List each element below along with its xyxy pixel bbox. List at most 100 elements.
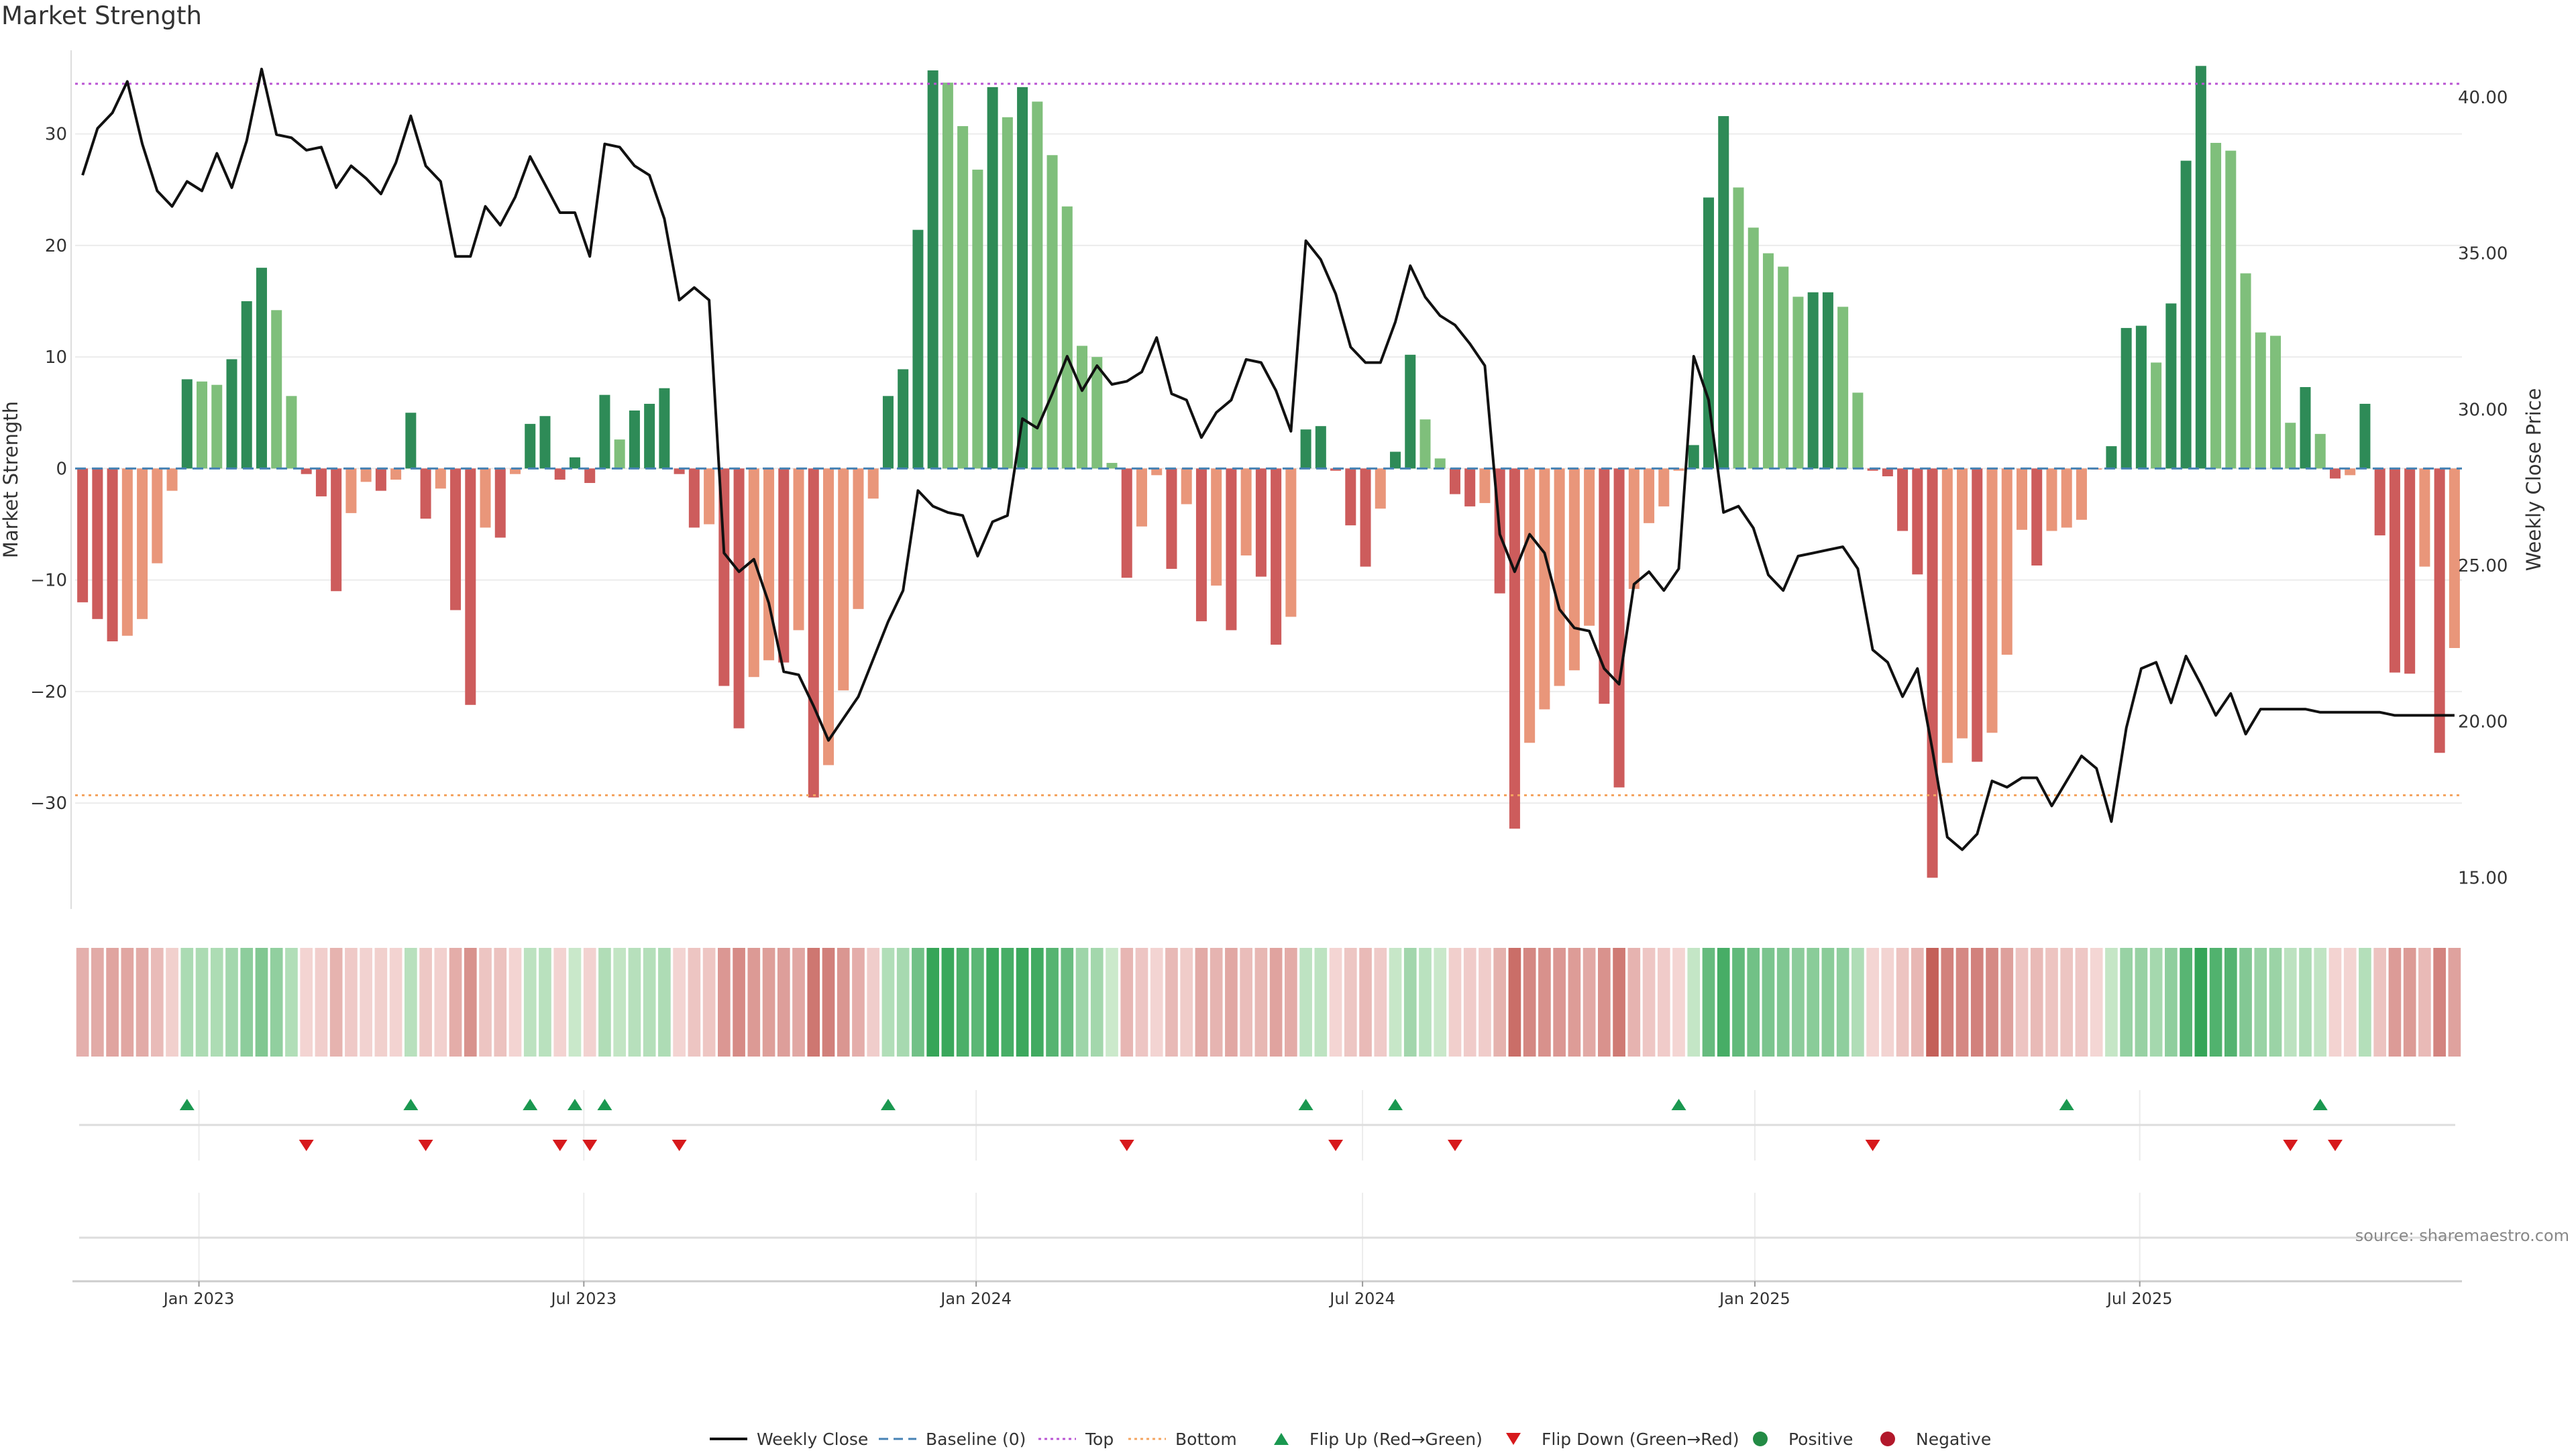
flip-down-marker <box>582 1140 598 1151</box>
flip-up-marker <box>1388 1099 1403 1110</box>
x-tick-label: Jan 2025 <box>1718 1289 1790 1308</box>
strength-bar <box>1375 468 1386 509</box>
flip-up-marker <box>179 1099 195 1110</box>
strength-strip-cell <box>1061 948 1074 1057</box>
strength-bar <box>345 468 357 513</box>
strength-bar <box>853 468 864 609</box>
strength-strip-cell <box>240 948 254 1057</box>
strength-bar <box>987 87 998 469</box>
strength-strip-cell <box>1687 948 1701 1057</box>
strength-bar <box>972 169 983 469</box>
strength-bar <box>435 468 446 489</box>
y-tick-label: 30 <box>45 125 67 145</box>
strength-strip-cell <box>852 948 865 1057</box>
strength-strip-cell <box>1523 948 1536 1057</box>
strength-bar <box>599 394 610 469</box>
strength-strip-cell <box>121 948 134 1057</box>
strength-bar <box>1852 392 1864 469</box>
strength-strip-cell <box>2239 948 2252 1057</box>
strength-bar <box>2255 332 2266 469</box>
strength-bar <box>1807 292 1819 469</box>
strength-strip-cell <box>1180 948 1193 1057</box>
strength-bar <box>2031 468 2043 566</box>
strength-bar <box>77 468 89 602</box>
strength-strip-cell <box>2149 948 2163 1057</box>
strength-bar <box>1897 468 1909 531</box>
strength-strip-cell <box>1627 948 1641 1057</box>
strength-bar <box>629 410 640 469</box>
strength-strip-cell <box>1538 948 1551 1057</box>
y-tick-label: 0 <box>56 459 67 479</box>
strength-strip-cell <box>1240 948 1252 1057</box>
strength-strip-cell <box>464 948 477 1057</box>
strength-strip-cell <box>1986 948 1998 1057</box>
strength-bar <box>450 468 462 610</box>
y-tick-label: 20 <box>45 236 67 256</box>
weekly-close-line <box>81 67 2455 851</box>
strength-strip-cell <box>1374 948 1387 1057</box>
strength-strip-cell <box>1046 948 1059 1057</box>
strength-strip-cell <box>508 948 522 1057</box>
legend-label: Flip Up (Red→Green) <box>1309 1429 1483 1449</box>
strength-strip-cell <box>1881 948 1894 1057</box>
strength-strip-cell <box>2030 948 2043 1057</box>
strength-bar <box>793 468 804 631</box>
strength-strip-cell <box>2388 948 2402 1057</box>
strength-strip-cell <box>777 948 790 1057</box>
strength-strip-cell <box>1389 948 1402 1057</box>
legend-item: Flip Down (Green→Red) <box>1493 1428 1739 1450</box>
strength-bar <box>554 468 566 480</box>
strength-strip-cell <box>2299 948 2312 1057</box>
flip-up-marker <box>2059 1099 2074 1110</box>
strength-bar <box>644 403 655 469</box>
strength-bar <box>1360 468 1371 567</box>
strength-strip-cell <box>822 948 835 1057</box>
strength-strip-cell <box>2269 948 2282 1057</box>
strength-bar <box>1554 468 1565 686</box>
strength-bar <box>1195 468 1207 622</box>
strength-bar <box>1479 468 1491 503</box>
strength-strip-cell <box>434 948 447 1057</box>
flip-up-marker <box>1298 1099 1313 1110</box>
strength-bar <box>763 468 775 661</box>
strength-bar <box>569 457 580 469</box>
strength-strip-cell <box>76 948 89 1057</box>
strength-bar <box>704 468 715 525</box>
strength-strip-cell <box>2328 948 2342 1057</box>
strength-bar <box>211 384 223 469</box>
strength-bar <box>465 468 476 705</box>
strength-strip-cell <box>1090 948 1104 1057</box>
strength-bar <box>1181 468 1192 504</box>
strength-bar <box>1912 468 1923 575</box>
strength-bar <box>1449 468 1460 494</box>
flip-up-marker <box>880 1099 896 1110</box>
strength-strip-cell <box>300 948 313 1057</box>
strength-strip-cell <box>926 948 939 1057</box>
strength-bar <box>405 413 417 469</box>
strength-bar <box>838 468 849 691</box>
strength-bar <box>2046 468 2057 531</box>
strength-bar <box>1464 468 1476 506</box>
strength-strip-cell <box>553 948 567 1057</box>
strength-strip-cell <box>449 948 462 1057</box>
strength-bar <box>197 381 208 469</box>
strength-bar <box>1957 468 1968 739</box>
strength-strip-cell <box>1836 948 1849 1057</box>
strength-bar <box>166 468 178 491</box>
strength-bar <box>1882 468 1893 477</box>
strength-bar <box>1077 345 1088 469</box>
strength-strip-cell <box>673 948 686 1057</box>
strength-bar <box>2449 468 2460 649</box>
strength-strip-cell <box>2000 948 2014 1057</box>
strength-strip-cell <box>329 948 343 1057</box>
legend-dash-icon <box>879 1438 916 1440</box>
strength-strip-cell <box>1807 948 1820 1057</box>
strength-bar <box>1718 116 1729 469</box>
strength-strip-cell <box>225 948 238 1057</box>
strength-strip-cell <box>941 948 955 1057</box>
strength-bar <box>494 468 506 538</box>
strength-bar <box>1733 187 1744 469</box>
y-tick-label: −30 <box>30 794 67 814</box>
strength-bar <box>957 126 969 469</box>
legend-line-icon <box>710 1438 747 1440</box>
